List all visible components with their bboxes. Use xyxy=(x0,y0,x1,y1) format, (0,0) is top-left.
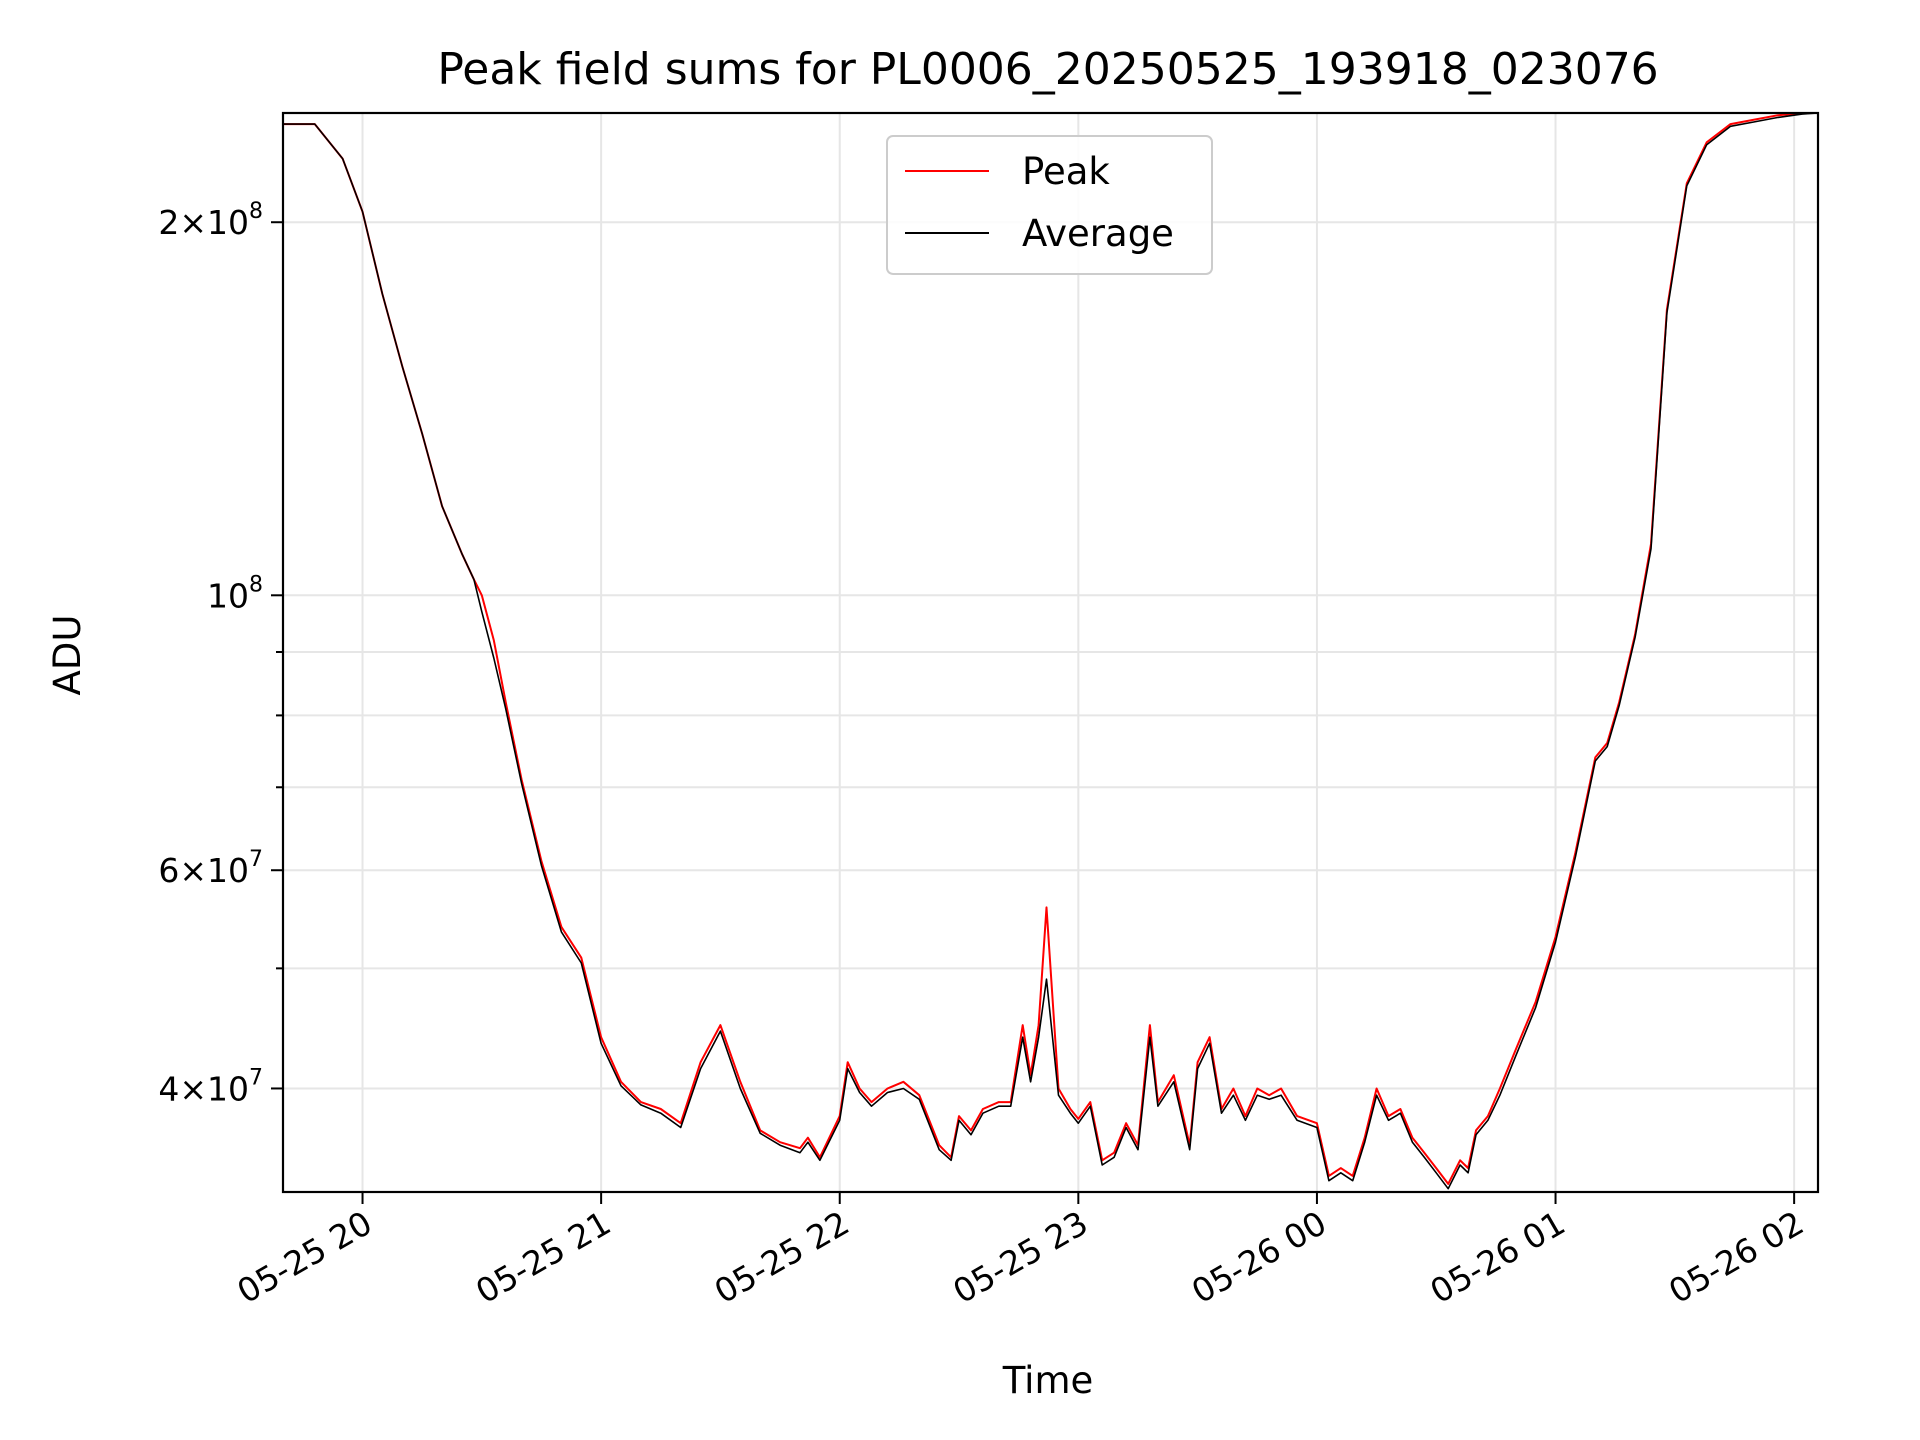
series-line-peak xyxy=(283,112,1818,1185)
legend-label: Peak xyxy=(1022,150,1110,193)
y-tick-label: 2×108 xyxy=(158,199,263,242)
chart-title: Peak field sums for PL0006_20250525_1939… xyxy=(437,44,1658,95)
y-tick-label: 108 xyxy=(207,572,263,615)
series-layer xyxy=(283,112,1819,1190)
y-axis-label: ADU xyxy=(46,615,89,696)
y-tick-label: 6×107 xyxy=(158,847,263,890)
y-tick-label: 4×107 xyxy=(158,1065,263,1108)
x-axis-label: Time xyxy=(1002,1359,1094,1402)
legend: Peak Average xyxy=(886,135,1213,275)
legend-label: Average xyxy=(1022,212,1174,255)
series-line-average xyxy=(283,112,1819,1190)
